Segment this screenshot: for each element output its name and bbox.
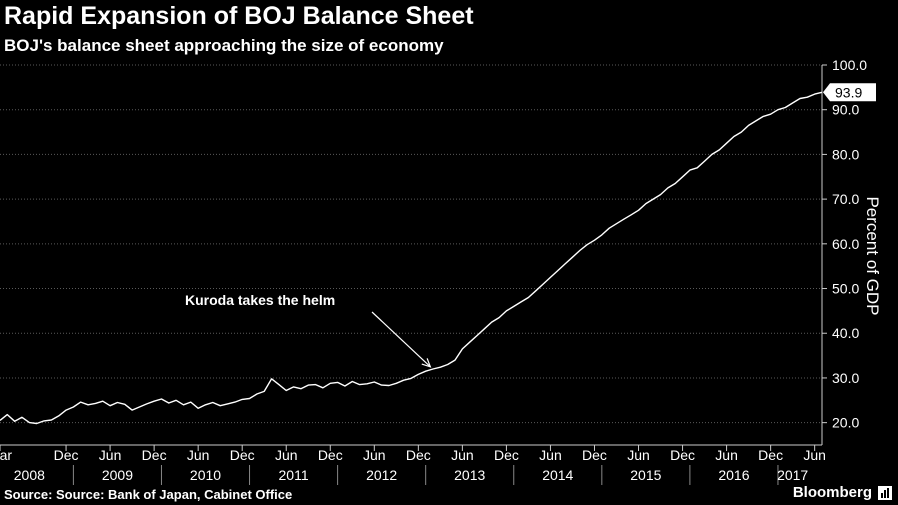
y-tick-label: 50.0 [832,281,859,297]
x-tick-label: Dec [758,447,783,463]
x-year-label: 2010 [190,467,221,483]
gridlines [0,64,822,424]
x-tick-label: Dec [318,447,343,463]
annotation-label: Kuroda takes the helm [185,292,335,308]
x-tick-label: Dec [142,447,167,463]
x-tick-label: Jun [187,447,210,463]
x-tick-label: Dec [230,447,255,463]
y-axis-label: Percent of GDP [863,196,882,316]
series-group [0,91,823,425]
annotation-arrow [371,311,431,368]
y-tick-label: 100.0 [832,57,867,73]
x-year-label: 2017 [777,467,808,483]
y-tick-label: 60.0 [832,236,859,252]
x-tick-label: Jun [363,447,386,463]
x-tick-label: Dec [494,447,519,463]
x-tick-label: Dec [406,447,431,463]
x-tick-label: Dec [582,447,607,463]
annotation-group: Kuroda takes the helm [185,292,432,368]
y-tick-label: 40.0 [832,325,859,341]
y-tick-label: 90.0 [832,102,859,118]
x-year-label: 2012 [366,467,397,483]
source-note: Source: Source: Bank of Japan, Cabinet O… [4,487,293,502]
x-tick-label: Jun [451,447,474,463]
last-value-group: 93.9 [823,83,876,102]
y-tick-label: 70.0 [832,191,859,207]
x-year-label: 2008 [14,467,45,483]
x-tick-label: Dec [54,447,79,463]
y-tick-label: 30.0 [832,370,859,386]
bar-chart-icon [878,486,892,500]
x-tick-label: Jun [275,447,298,463]
annotation-arrowhead [421,358,432,368]
y-axis-ticks: 20.0 30.0 40.0 50.0 60.0 70.0 80.0 90.0 100.0 [821,57,867,445]
x-tick-label: Dec [670,447,695,463]
x-tick-label: Jun [627,447,650,463]
x-year-label: 2011 [279,467,309,483]
y-tick-label: 20.0 [832,415,859,431]
bloomberg-logo: Bloomberg [792,484,872,501]
x-tick-label: Jun [715,447,738,463]
x-year-label: 2013 [454,467,485,483]
x-tick-label: Jun [539,447,562,463]
x-tick-label: Jun [803,447,826,463]
x-year-label: 2015 [630,467,661,483]
x-tick-label: Mar [0,447,12,463]
last-value-label: 93.9 [835,84,862,100]
x-year-label: 2014 [542,467,573,483]
y-tick-label: 80.0 [832,146,859,162]
chart-title: Rapid Expansion of BOJ Balance Sheet [4,2,474,30]
chart-subtitle: BOJ's balance sheet approaching the size… [4,36,444,55]
x-year-label: 2009 [102,467,133,483]
last-value-badge [823,83,876,102]
x-year-label: 2016 [718,467,749,483]
series-line [0,91,823,425]
x-tick-label: Jun [99,447,122,463]
x-axis: Mar Dec Jun Dec Jun Dec Jun Dec Jun Dec Jun Dec Jun D… [0,444,826,485]
